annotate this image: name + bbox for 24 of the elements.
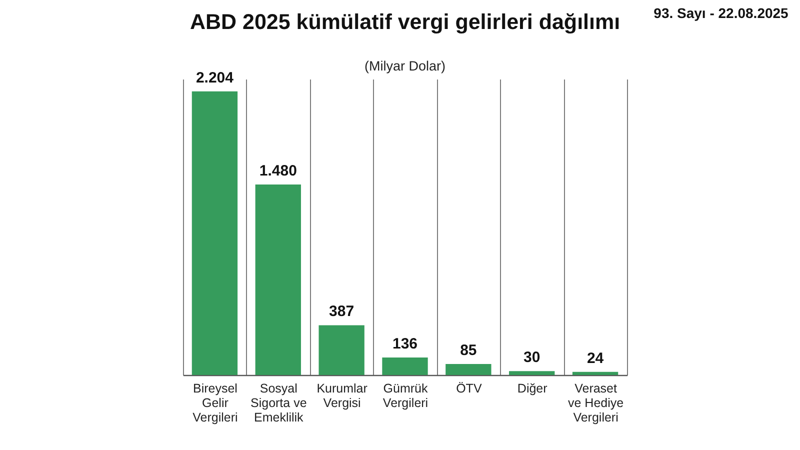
bar	[572, 372, 618, 375]
data-label: 2.204	[196, 69, 234, 86]
text: 93. Sayı - 22.08.2025	[654, 5, 789, 21]
x-tick-label: ÖTV	[456, 382, 482, 396]
x-tick-label: Gümrük Vergileri	[382, 382, 428, 410]
data-label: 136	[392, 335, 418, 352]
x-tick-label: Kurumlar Vergisi	[316, 382, 368, 410]
bar	[382, 357, 428, 375]
chart-title: ABD 2025 kümülatif vergi gelirleri dağılımı	[190, 10, 620, 34]
data-label: 24	[586, 350, 604, 367]
data-label: 30	[524, 349, 540, 366]
bar	[446, 364, 492, 375]
x-tick-label: Diğer	[517, 382, 548, 396]
x-tick-label: Bireysel Gelir Vergileri	[192, 382, 238, 424]
chart-subtitle: (Milyar Dolar)	[364, 58, 446, 74]
bar	[318, 325, 364, 375]
bar	[509, 371, 555, 375]
data-label: 85	[460, 342, 477, 360]
bar	[192, 91, 238, 375]
data-label: 1.480	[259, 162, 297, 180]
x-tick-label: Sosyal Sigorta ve Emeklilik	[250, 382, 307, 424]
x-tick-label: Veraset ve Hediye Vergileri	[568, 382, 624, 424]
data-label: 387	[329, 303, 354, 320]
bar	[255, 184, 301, 375]
